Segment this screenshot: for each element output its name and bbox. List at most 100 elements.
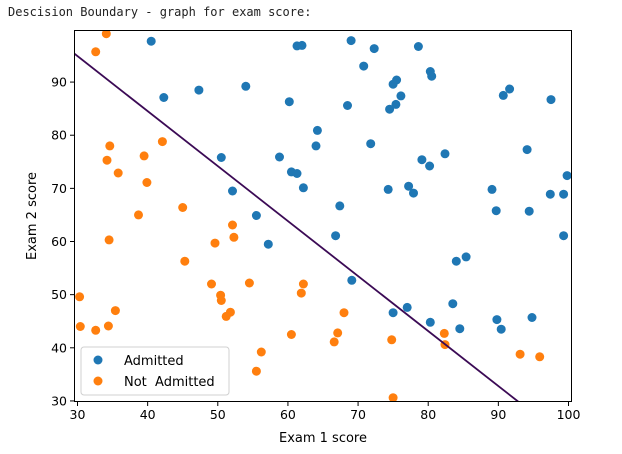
admitted-point bbox=[409, 188, 418, 198]
not-admitted-point bbox=[296, 288, 306, 298]
admitted-point bbox=[425, 317, 435, 327]
admitted-point bbox=[194, 85, 204, 95]
not-admitted-point bbox=[387, 335, 397, 345]
legend-marker-admitted bbox=[93, 355, 103, 365]
admitted-point bbox=[461, 252, 471, 262]
not-admitted-point bbox=[104, 235, 114, 245]
not-admitted-point bbox=[216, 296, 226, 305]
output-caption: Descision Boundary - graph for exam scor… bbox=[8, 5, 312, 19]
x-tick-label: 30 bbox=[70, 407, 86, 422]
not-admitted-point bbox=[207, 279, 216, 289]
admitted-point bbox=[455, 324, 465, 334]
legend-label-not-admitted: Not Admitted bbox=[124, 375, 215, 390]
not-admitted-point bbox=[134, 210, 143, 220]
y-tick-label: 50 bbox=[51, 287, 67, 302]
admitted-point bbox=[228, 186, 237, 196]
admitted-point bbox=[312, 125, 322, 135]
x-tick-label: 50 bbox=[210, 407, 226, 422]
not-admitted-point bbox=[75, 292, 85, 302]
not-admitted-point bbox=[388, 393, 398, 402]
y-axis-label: Exam 2 score bbox=[25, 172, 40, 260]
admitted-point bbox=[146, 36, 156, 46]
x-axis-label: Exam 1 score bbox=[279, 431, 367, 446]
admitted-point bbox=[498, 90, 508, 100]
admitted-point bbox=[545, 189, 555, 199]
x-axis: 30 40 50 60 70 80 90 100 bbox=[70, 402, 581, 422]
admitted-point bbox=[241, 81, 251, 91]
not-admitted-point bbox=[256, 347, 266, 357]
admitted-point bbox=[343, 101, 352, 110]
not-admitted-point bbox=[251, 366, 261, 376]
not-admitted-point bbox=[101, 30, 111, 39]
legend-label-admitted: Admitted bbox=[124, 354, 184, 369]
x-tick-label: 80 bbox=[420, 407, 436, 422]
not-admitted-point bbox=[91, 47, 101, 57]
admitted-point bbox=[311, 141, 321, 151]
not-admitted-point bbox=[439, 328, 449, 338]
admitted-point bbox=[297, 40, 307, 50]
not-admitted-point bbox=[157, 137, 167, 147]
not-admitted-point bbox=[244, 278, 254, 288]
admitted-point bbox=[396, 91, 406, 101]
x-tick-label: 60 bbox=[280, 407, 296, 422]
y-tick-label: 60 bbox=[51, 234, 67, 249]
admitted-point bbox=[546, 95, 556, 105]
not-admitted-point bbox=[339, 308, 349, 318]
admitted-point bbox=[369, 44, 379, 54]
admitted-point bbox=[292, 169, 302, 178]
admitted-point bbox=[275, 152, 284, 162]
admitted-point bbox=[559, 231, 569, 241]
not-admitted-point bbox=[210, 238, 220, 248]
decision-boundary-line bbox=[74, 52, 520, 402]
plot-frame bbox=[74, 30, 572, 402]
admitted-point bbox=[522, 145, 532, 155]
not-admitted-point bbox=[329, 337, 339, 347]
legend: Admitted Not Admitted bbox=[80, 346, 230, 396]
not-admitted-point bbox=[333, 328, 343, 338]
legend-box bbox=[80, 346, 230, 396]
not-admitted-point bbox=[110, 306, 120, 316]
admitted-point bbox=[413, 42, 423, 51]
legend-marker-not-admitted bbox=[93, 376, 103, 386]
not-admitted-point bbox=[75, 322, 85, 331]
admitted-point bbox=[427, 71, 437, 81]
not-admitted-point bbox=[105, 141, 115, 151]
admitted-point bbox=[284, 97, 294, 107]
admitted-point bbox=[524, 206, 534, 216]
y-tick-label: 30 bbox=[51, 393, 67, 408]
admitted-point bbox=[559, 189, 569, 199]
admitted-point bbox=[388, 308, 398, 318]
admitted-point bbox=[425, 161, 435, 171]
y-tick-label: 40 bbox=[51, 340, 67, 355]
admitted-point bbox=[331, 231, 341, 241]
x-tick-label: 70 bbox=[350, 407, 366, 422]
not-admitted-point bbox=[515, 349, 525, 359]
x-tick-label: 100 bbox=[557, 407, 581, 422]
admitted-point bbox=[562, 171, 572, 181]
admitted-point bbox=[383, 184, 393, 194]
admitted-point bbox=[366, 139, 376, 149]
plot-area bbox=[75, 30, 572, 402]
admitted-point bbox=[216, 153, 226, 162]
not-admitted-point bbox=[113, 168, 123, 178]
y-tick-label: 80 bbox=[51, 128, 67, 143]
admitted-point bbox=[359, 61, 369, 71]
admitted-point bbox=[527, 313, 537, 322]
admitted-point bbox=[391, 99, 401, 109]
admitted-point bbox=[385, 104, 395, 114]
not-admitted-point bbox=[298, 279, 308, 289]
admitted-point bbox=[263, 239, 273, 249]
y-tick-label: 70 bbox=[51, 181, 67, 196]
not-admitted-point bbox=[229, 232, 239, 242]
admitted-point bbox=[491, 206, 501, 216]
not-admitted-point bbox=[286, 330, 296, 339]
not-admitted-point bbox=[228, 220, 237, 230]
admitted-point bbox=[417, 155, 427, 165]
admitted-point bbox=[496, 324, 506, 334]
admitted-point bbox=[505, 84, 515, 94]
admitted-point bbox=[347, 275, 357, 285]
not-admitted-point bbox=[221, 311, 231, 321]
x-tick-label: 90 bbox=[490, 407, 506, 422]
x-tick-label: 40 bbox=[140, 407, 156, 422]
